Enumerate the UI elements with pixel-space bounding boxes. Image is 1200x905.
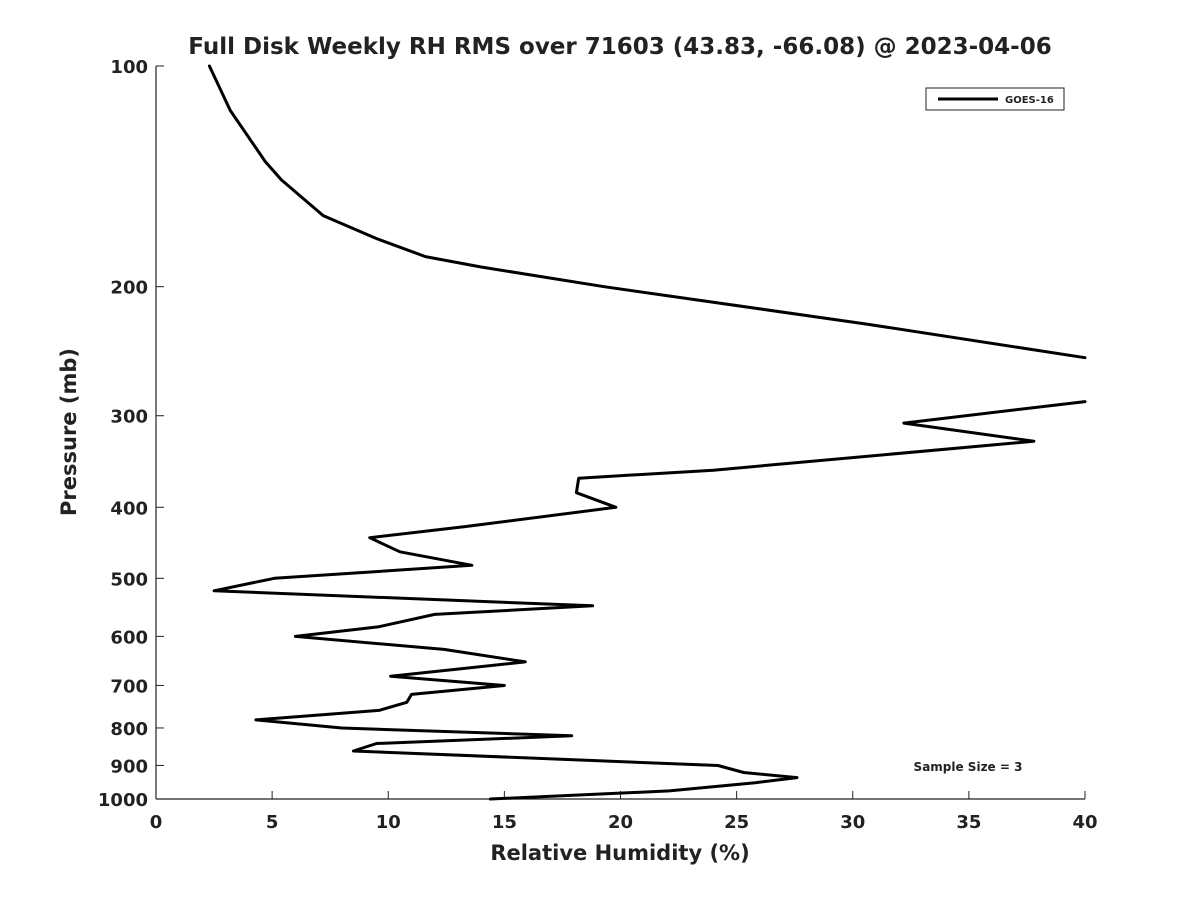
chart-title: Full Disk Weekly RH RMS over 71603 (43.8…	[188, 34, 1051, 60]
x-axis-label: Relative Humidity (%)	[490, 841, 749, 865]
x-tick-label: 40	[1072, 812, 1097, 833]
y-tick-label: 100	[110, 57, 148, 78]
annotation-sample-size: Sample Size = 3	[914, 760, 1023, 774]
y-tick-label: 700	[110, 676, 148, 697]
series-line-segment	[212, 400, 1087, 801]
x-tick-label: 25	[724, 812, 749, 833]
legend-label: GOES-16	[1005, 95, 1054, 106]
y-tick-label: 500	[110, 569, 148, 590]
x-tick-label: 30	[840, 812, 865, 833]
x-tick-label: 20	[608, 812, 633, 833]
y-tick-label: 200	[110, 278, 148, 299]
series-line-segment	[207, 64, 1087, 360]
legend: GOES-16	[925, 87, 1065, 111]
y-tick-label: 1000	[98, 790, 148, 811]
axes: 0 5 10 15 20 25 30 35 40 100 200 300 400 500 600 700 800…	[98, 57, 1098, 833]
x-tick-label: 15	[492, 812, 517, 833]
y-tick-label: 600	[110, 627, 148, 648]
series-layer	[207, 64, 1087, 801]
y-tick-label: 900	[110, 756, 148, 777]
x-tick-label: 10	[376, 812, 401, 833]
x-tick-label: 5	[266, 812, 279, 833]
x-tick-label: 35	[956, 812, 981, 833]
y-tick-label: 300	[110, 407, 148, 428]
y-tick-label: 800	[110, 719, 148, 740]
y-axis-label: Pressure (mb)	[57, 348, 81, 516]
plot-area	[156, 66, 1085, 799]
x-tick-label: 0	[150, 812, 163, 833]
y-tick-label: 400	[110, 498, 148, 519]
